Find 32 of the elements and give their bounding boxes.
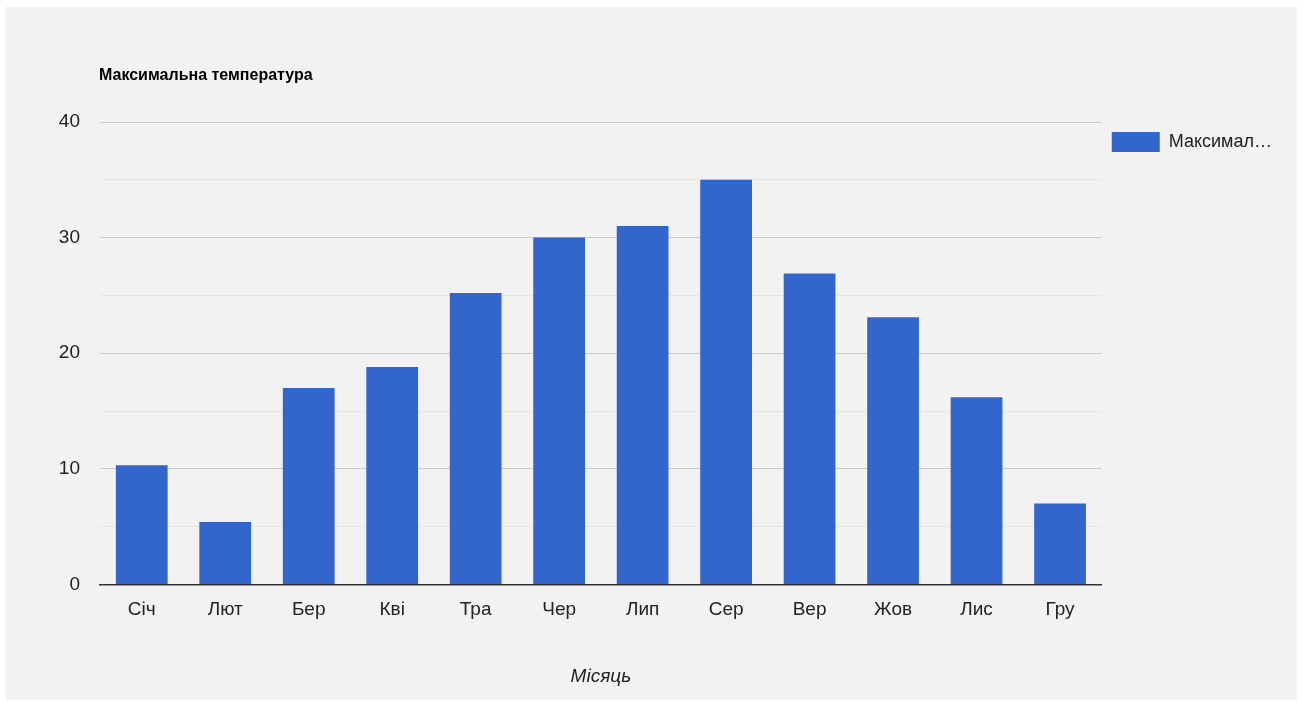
x-axis-title: Місяць	[570, 664, 632, 686]
bar	[282, 387, 335, 584]
bar	[867, 317, 919, 584]
x-tick-label: Сер	[708, 598, 744, 620]
x-tick-label: Кві	[379, 598, 405, 620]
bar	[115, 465, 168, 584]
y-tick-label: 10	[58, 457, 80, 479]
y-tick-label: 30	[58, 225, 80, 247]
x-tick-label: Жов	[874, 598, 913, 620]
x-tick-label: Вер	[792, 598, 827, 620]
x-tick-label: Гру	[1045, 598, 1076, 620]
legend-label: Максимал…	[1168, 130, 1273, 151]
x-tick-label: Бер	[291, 598, 326, 620]
x-tick-label: Чер	[542, 598, 577, 620]
bar	[950, 397, 1003, 584]
x-tick-label: Січ	[127, 598, 156, 620]
x-tick-label: Лип	[625, 598, 660, 620]
bar	[1034, 503, 1086, 584]
x-tick-label: Лют	[207, 598, 244, 620]
bar	[783, 273, 836, 584]
y-tick-label: 40	[58, 110, 80, 132]
y-tick-label: 0	[69, 572, 80, 594]
bar	[616, 226, 669, 584]
chart-title: Максимальна температура	[99, 66, 313, 83]
bar	[366, 367, 419, 584]
bar	[700, 179, 752, 584]
bar	[533, 237, 586, 584]
bar	[449, 293, 502, 584]
bar	[199, 521, 252, 584]
x-tick-label: Тра	[459, 598, 492, 620]
y-tick-label: 20	[58, 341, 80, 363]
x-tick-label: Лис	[960, 598, 993, 620]
